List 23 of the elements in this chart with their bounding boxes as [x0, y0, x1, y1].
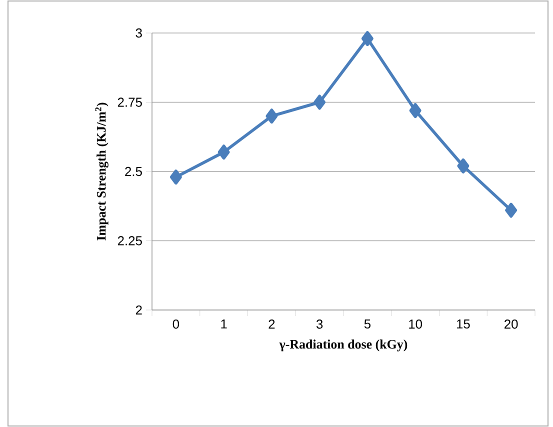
x-axis-title: γ-Radiation dose (kGy): [279, 340, 408, 352]
y-tick-label: 2.25: [118, 236, 142, 246]
y-axis-title: Impact Strength (KJ/m$^{2}$): [95, 102, 108, 240]
x-tick-label: 20: [504, 320, 518, 329]
point: [266, 108, 278, 124]
y-tick-label: 2.75: [118, 98, 142, 107]
point: [218, 144, 230, 160]
point: [170, 170, 182, 185]
x-tick-label: 15: [456, 320, 470, 329]
y-tick-label: 2: [136, 305, 142, 315]
y-tick-label: 3: [136, 28, 142, 38]
y-tick-label: 2.5: [125, 166, 142, 176]
point: [457, 158, 470, 174]
x-tick-label: 3: [316, 320, 323, 329]
point: [409, 103, 422, 118]
x-tick-label: 5: [364, 320, 370, 329]
x-tick-label: 2: [268, 320, 275, 329]
x-tick-label: 0: [172, 320, 180, 329]
x-tick-label: 1: [221, 320, 227, 328]
point: [314, 94, 326, 110]
x-tick-label: 10: [409, 320, 422, 329]
point: [505, 202, 518, 218]
point: [361, 31, 374, 46]
